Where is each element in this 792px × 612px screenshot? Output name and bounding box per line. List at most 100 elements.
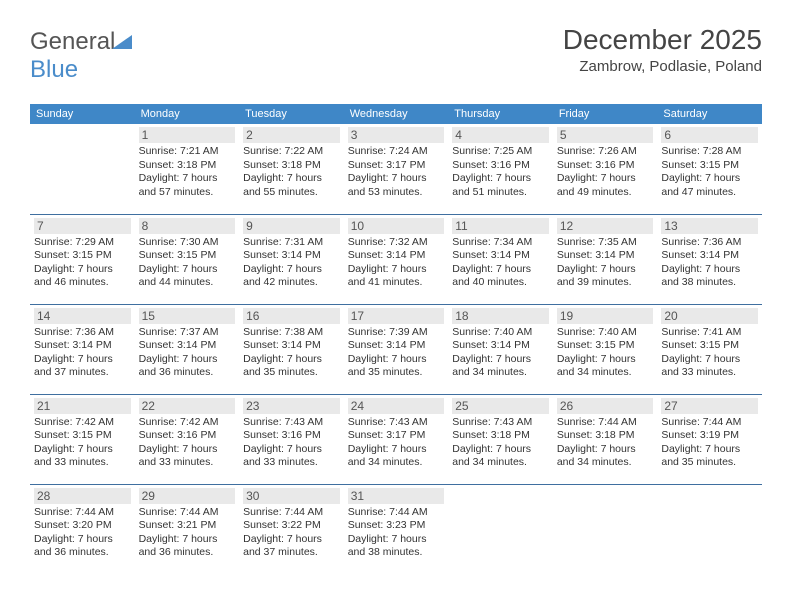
weekday-header: Tuesday [239,104,344,124]
calendar-day-cell: 27 Sunrise: 7:44 AMSunset: 3:19 PMDayligh… [657,394,762,484]
weekday-header: Monday [135,104,240,124]
day-number: 2 [243,127,340,143]
day-number: 17 [348,308,445,324]
day-number: 19 [557,308,654,324]
calendar-day-cell: . [553,484,658,574]
day-details: Sunrise: 7:21 AMSunset: 3:18 PMDaylight:… [139,145,236,200]
weekday-header: Friday [553,104,658,124]
day-details: Sunrise: 7:44 AMSunset: 3:20 PMDaylight:… [34,506,131,561]
day-number: 3 [348,127,445,143]
day-details: Sunrise: 7:40 AMSunset: 3:14 PMDaylight:… [452,326,549,381]
day-number: 6 [661,127,758,143]
day-details: Sunrise: 7:37 AMSunset: 3:14 PMDaylight:… [139,326,236,381]
day-number: 11 [452,218,549,234]
calendar-week-row: 7Sunrise: 7:29 AMSunset: 3:15 PMDaylight… [30,214,762,304]
day-number: 27 [661,398,758,414]
calendar-day-cell: 15Sunrise: 7:37 AMSunset: 3:14 PMDayligh… [135,304,240,394]
day-number: 10 [348,218,445,234]
calendar-day-cell: 10 Sunrise: 7:32 AMSunset: 3:14 PMDayligh… [344,214,449,304]
day-number: 7 [34,218,131,234]
day-details: Sunrise: 7:43 AMSunset: 3:16 PMDaylight:… [243,416,340,471]
day-number: 28 [34,488,131,504]
title-block: December 2025 Zambrow, Podlasie, Poland [563,24,762,75]
day-number: 4 [452,127,549,143]
day-details: Sunrise: 7:24 AMSunset: 3:17 PMDaylight:… [348,145,445,200]
day-number: 31 [348,488,445,504]
calendar-day-cell: 18 Sunrise: 7:40 AMSunset: 3:14 PMDayligh… [448,304,553,394]
calendar-day-cell: 21Sunrise: 7:42 AMSunset: 3:15 PMDayligh… [30,394,135,484]
calendar-day-cell: 11Sunrise: 7:34 AMSunset: 3:14 PMDayligh… [448,214,553,304]
calendar-day-cell: 2 Sunrise: 7:22 AMSunset: 3:18 PMDaylight… [239,124,344,214]
day-details: Sunrise: 7:44 AMSunset: 3:23 PMDaylight:… [348,506,445,561]
calendar-day-cell: 9 Sunrise: 7:31 AMSunset: 3:14 PMDaylight… [239,214,344,304]
calendar-day-cell: 13 Sunrise: 7:36 AMSunset: 3:14 PMDayligh… [657,214,762,304]
calendar-week-row: 14Sunrise: 7:36 AMSunset: 3:14 PMDayligh… [30,304,762,394]
day-details: Sunrise: 7:32 AMSunset: 3:14 PMDaylight:… [348,236,445,291]
day-details: Sunrise: 7:44 AMSunset: 3:19 PMDaylight:… [661,416,758,471]
day-number: 20 [661,308,758,324]
location-subtitle: Zambrow, Podlasie, Poland [563,58,762,75]
day-number: 29 [139,488,236,504]
weekday-header: Wednesday [344,104,449,124]
day-number: 9 [243,218,340,234]
calendar-day-cell: 12Sunrise: 7:35 AMSunset: 3:14 PMDayligh… [553,214,658,304]
calendar-day-cell: 3 Sunrise: 7:24 AMSunset: 3:17 PMDaylight… [344,124,449,214]
calendar-table: Sunday Monday Tuesday Wednesday Thursday… [30,104,762,574]
calendar-day-cell: . [657,484,762,574]
day-number: 23 [243,398,340,414]
calendar-week-row: .1Sunrise: 7:21 AMSunset: 3:18 PMDayligh… [30,124,762,214]
calendar-week-row: 28 Sunrise: 7:44 AMSunset: 3:20 PMDayligh… [30,484,762,574]
day-details: Sunrise: 7:25 AMSunset: 3:16 PMDaylight:… [452,145,549,200]
calendar-day-cell: 23 Sunrise: 7:43 AMSunset: 3:16 PMDayligh… [239,394,344,484]
calendar-day-cell: 4 Sunrise: 7:25 AMSunset: 3:16 PMDaylight… [448,124,553,214]
day-details: Sunrise: 7:44 AMSunset: 3:22 PMDaylight:… [243,506,340,561]
day-number: 30 [243,488,340,504]
day-details: Sunrise: 7:40 AMSunset: 3:15 PMDaylight:… [557,326,654,381]
day-number: 26 [557,398,654,414]
calendar-day-cell: 16Sunrise: 7:38 AMSunset: 3:14 PMDayligh… [239,304,344,394]
day-details: Sunrise: 7:39 AMSunset: 3:14 PMDaylight:… [348,326,445,381]
calendar-day-cell: 1Sunrise: 7:21 AMSunset: 3:18 PMDaylight… [135,124,240,214]
day-number: 5 [557,127,654,143]
day-details: Sunrise: 7:36 AMSunset: 3:14 PMDaylight:… [661,236,758,291]
calendar-day-cell: . [448,484,553,574]
calendar-day-cell: 22 Sunrise: 7:42 AMSunset: 3:16 PMDayligh… [135,394,240,484]
logo: General Blue [30,28,134,84]
calendar-day-cell: 29 Sunrise: 7:44 AMSunset: 3:21 PMDayligh… [135,484,240,574]
day-number: 14 [34,308,131,324]
calendar-day-cell: 26 Sunrise: 7:44 AMSunset: 3:18 PMDayligh… [553,394,658,484]
day-number: 8 [139,218,236,234]
page-title: December 2025 [563,24,762,56]
day-number: 13 [661,218,758,234]
day-details: Sunrise: 7:35 AMSunset: 3:14 PMDaylight:… [557,236,654,291]
calendar-day-cell: 31 Sunrise: 7:44 AMSunset: 3:23 PMDayligh… [344,484,449,574]
calendar-day-cell: 17 Sunrise: 7:39 AMSunset: 3:14 PMDayligh… [344,304,449,394]
day-number: 24 [348,398,445,414]
calendar-day-cell: 25Sunrise: 7:43 AMSunset: 3:18 PMDayligh… [448,394,553,484]
logo-text-1: General [30,28,115,55]
calendar-day-cell: 19 Sunrise: 7:40 AMSunset: 3:15 PMDayligh… [553,304,658,394]
calendar-day-cell: 20 Sunrise: 7:41 AMSunset: 3:15 PMDayligh… [657,304,762,394]
day-details: Sunrise: 7:38 AMSunset: 3:14 PMDaylight:… [243,326,340,381]
weekday-header: Sunday [30,104,135,124]
calendar-week-row: 21Sunrise: 7:42 AMSunset: 3:15 PMDayligh… [30,394,762,484]
day-details: Sunrise: 7:42 AMSunset: 3:16 PMDaylight:… [139,416,236,471]
calendar-day-cell: . [30,124,135,214]
day-details: Sunrise: 7:44 AMSunset: 3:21 PMDaylight:… [139,506,236,561]
logo-text-2: Blue [30,56,78,83]
weekday-header: Thursday [448,104,553,124]
calendar-day-cell: 5Sunrise: 7:26 AMSunset: 3:16 PMDaylight… [553,124,658,214]
calendar-day-cell: 28 Sunrise: 7:44 AMSunset: 3:20 PMDayligh… [30,484,135,574]
calendar-day-cell: 24 Sunrise: 7:43 AMSunset: 3:17 PMDayligh… [344,394,449,484]
calendar-day-cell: 6Sunrise: 7:28 AMSunset: 3:15 PMDaylight… [657,124,762,214]
logalblue-sail-icon [112,33,134,51]
day-details: Sunrise: 7:44 AMSunset: 3:18 PMDaylight:… [557,416,654,471]
day-number: 18 [452,308,549,324]
day-details: Sunrise: 7:43 AMSunset: 3:18 PMDaylight:… [452,416,549,471]
weekday-header: Saturday [657,104,762,124]
day-details: Sunrise: 7:31 AMSunset: 3:14 PMDaylight:… [243,236,340,291]
day-number: 22 [139,398,236,414]
day-details: Sunrise: 7:22 AMSunset: 3:18 PMDaylight:… [243,145,340,200]
day-details: Sunrise: 7:41 AMSunset: 3:15 PMDaylight:… [661,326,758,381]
day-details: Sunrise: 7:43 AMSunset: 3:17 PMDaylight:… [348,416,445,471]
